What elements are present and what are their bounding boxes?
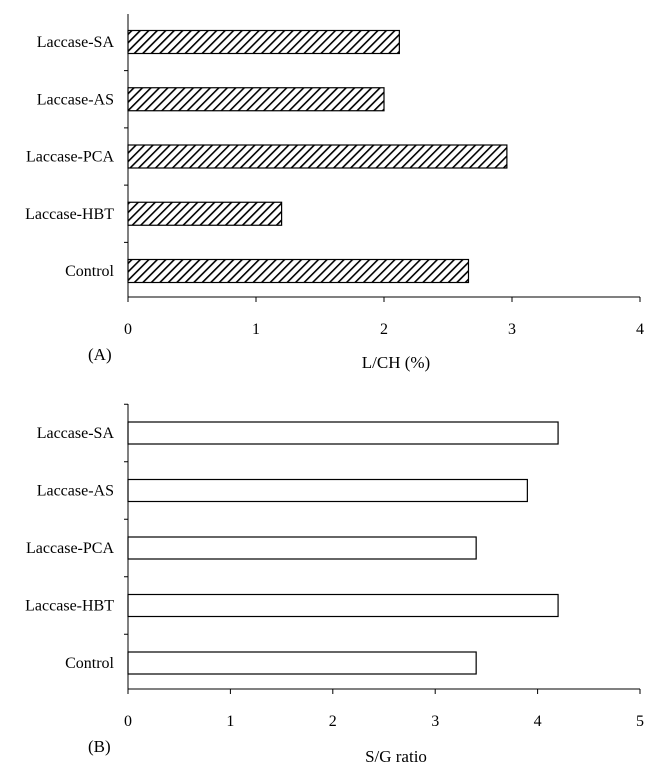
- category-label: Control: [65, 263, 114, 280]
- category-label: Laccase-SA: [37, 425, 115, 442]
- category-label: Control: [65, 655, 114, 672]
- x-axis-label: S/G ratio: [365, 747, 427, 766]
- bar-laccase-hbt: [127, 201, 283, 226]
- bar-laccase-sa: [127, 421, 559, 445]
- category-labels: Laccase-SA Laccase-AS Laccase-PCA Laccase-H…: [25, 425, 114, 672]
- x-tick-label: 5: [636, 713, 644, 730]
- bars-group: [127, 29, 508, 284]
- x-tick-label: 4: [534, 713, 542, 730]
- category-labels: Laccase-SA Laccase-AS Laccase-PCA Laccase-H…: [25, 34, 114, 280]
- bar-laccase-pca: [127, 144, 508, 169]
- category-label: Laccase-PCA: [26, 540, 114, 557]
- x-tick-label: 2: [329, 713, 337, 730]
- category-label: Laccase-AS: [37, 91, 114, 108]
- x-tick-label: 0: [124, 713, 132, 730]
- x-tick-label: 2: [380, 321, 388, 338]
- panel-label: (A): [88, 345, 112, 364]
- bar-laccase-pca: [127, 536, 477, 560]
- category-label: Laccase-AS: [37, 483, 114, 500]
- bar-laccase-as: [127, 478, 528, 503]
- x-tick-label: 4: [636, 321, 644, 338]
- x-axis-label: L/CH (%): [362, 353, 430, 372]
- x-tick-label: 0: [124, 321, 132, 338]
- bar-control: [127, 651, 477, 675]
- category-label: Laccase-HBT: [25, 206, 114, 223]
- category-label: Laccase-SA: [37, 34, 115, 51]
- bar-laccase-sa: [127, 29, 400, 55]
- x-tick-label: 1: [226, 713, 234, 730]
- x-tick-label: 3: [431, 713, 439, 730]
- bar-laccase-as: [127, 87, 385, 112]
- bar-laccase-hbt: [127, 593, 559, 618]
- x-tick-label: 3: [508, 321, 516, 338]
- category-label: Laccase-HBT: [25, 598, 114, 615]
- bar-control: [127, 258, 470, 284]
- x-ticks: 0 1 2 3 4: [124, 70, 644, 338]
- panel-label: (B): [88, 737, 111, 756]
- x-ticks: 0 1 2 3 4 5: [124, 403, 644, 730]
- category-label: Laccase-PCA: [26, 149, 114, 166]
- x-tick-label: 1: [252, 321, 260, 338]
- bars-group: [127, 421, 559, 675]
